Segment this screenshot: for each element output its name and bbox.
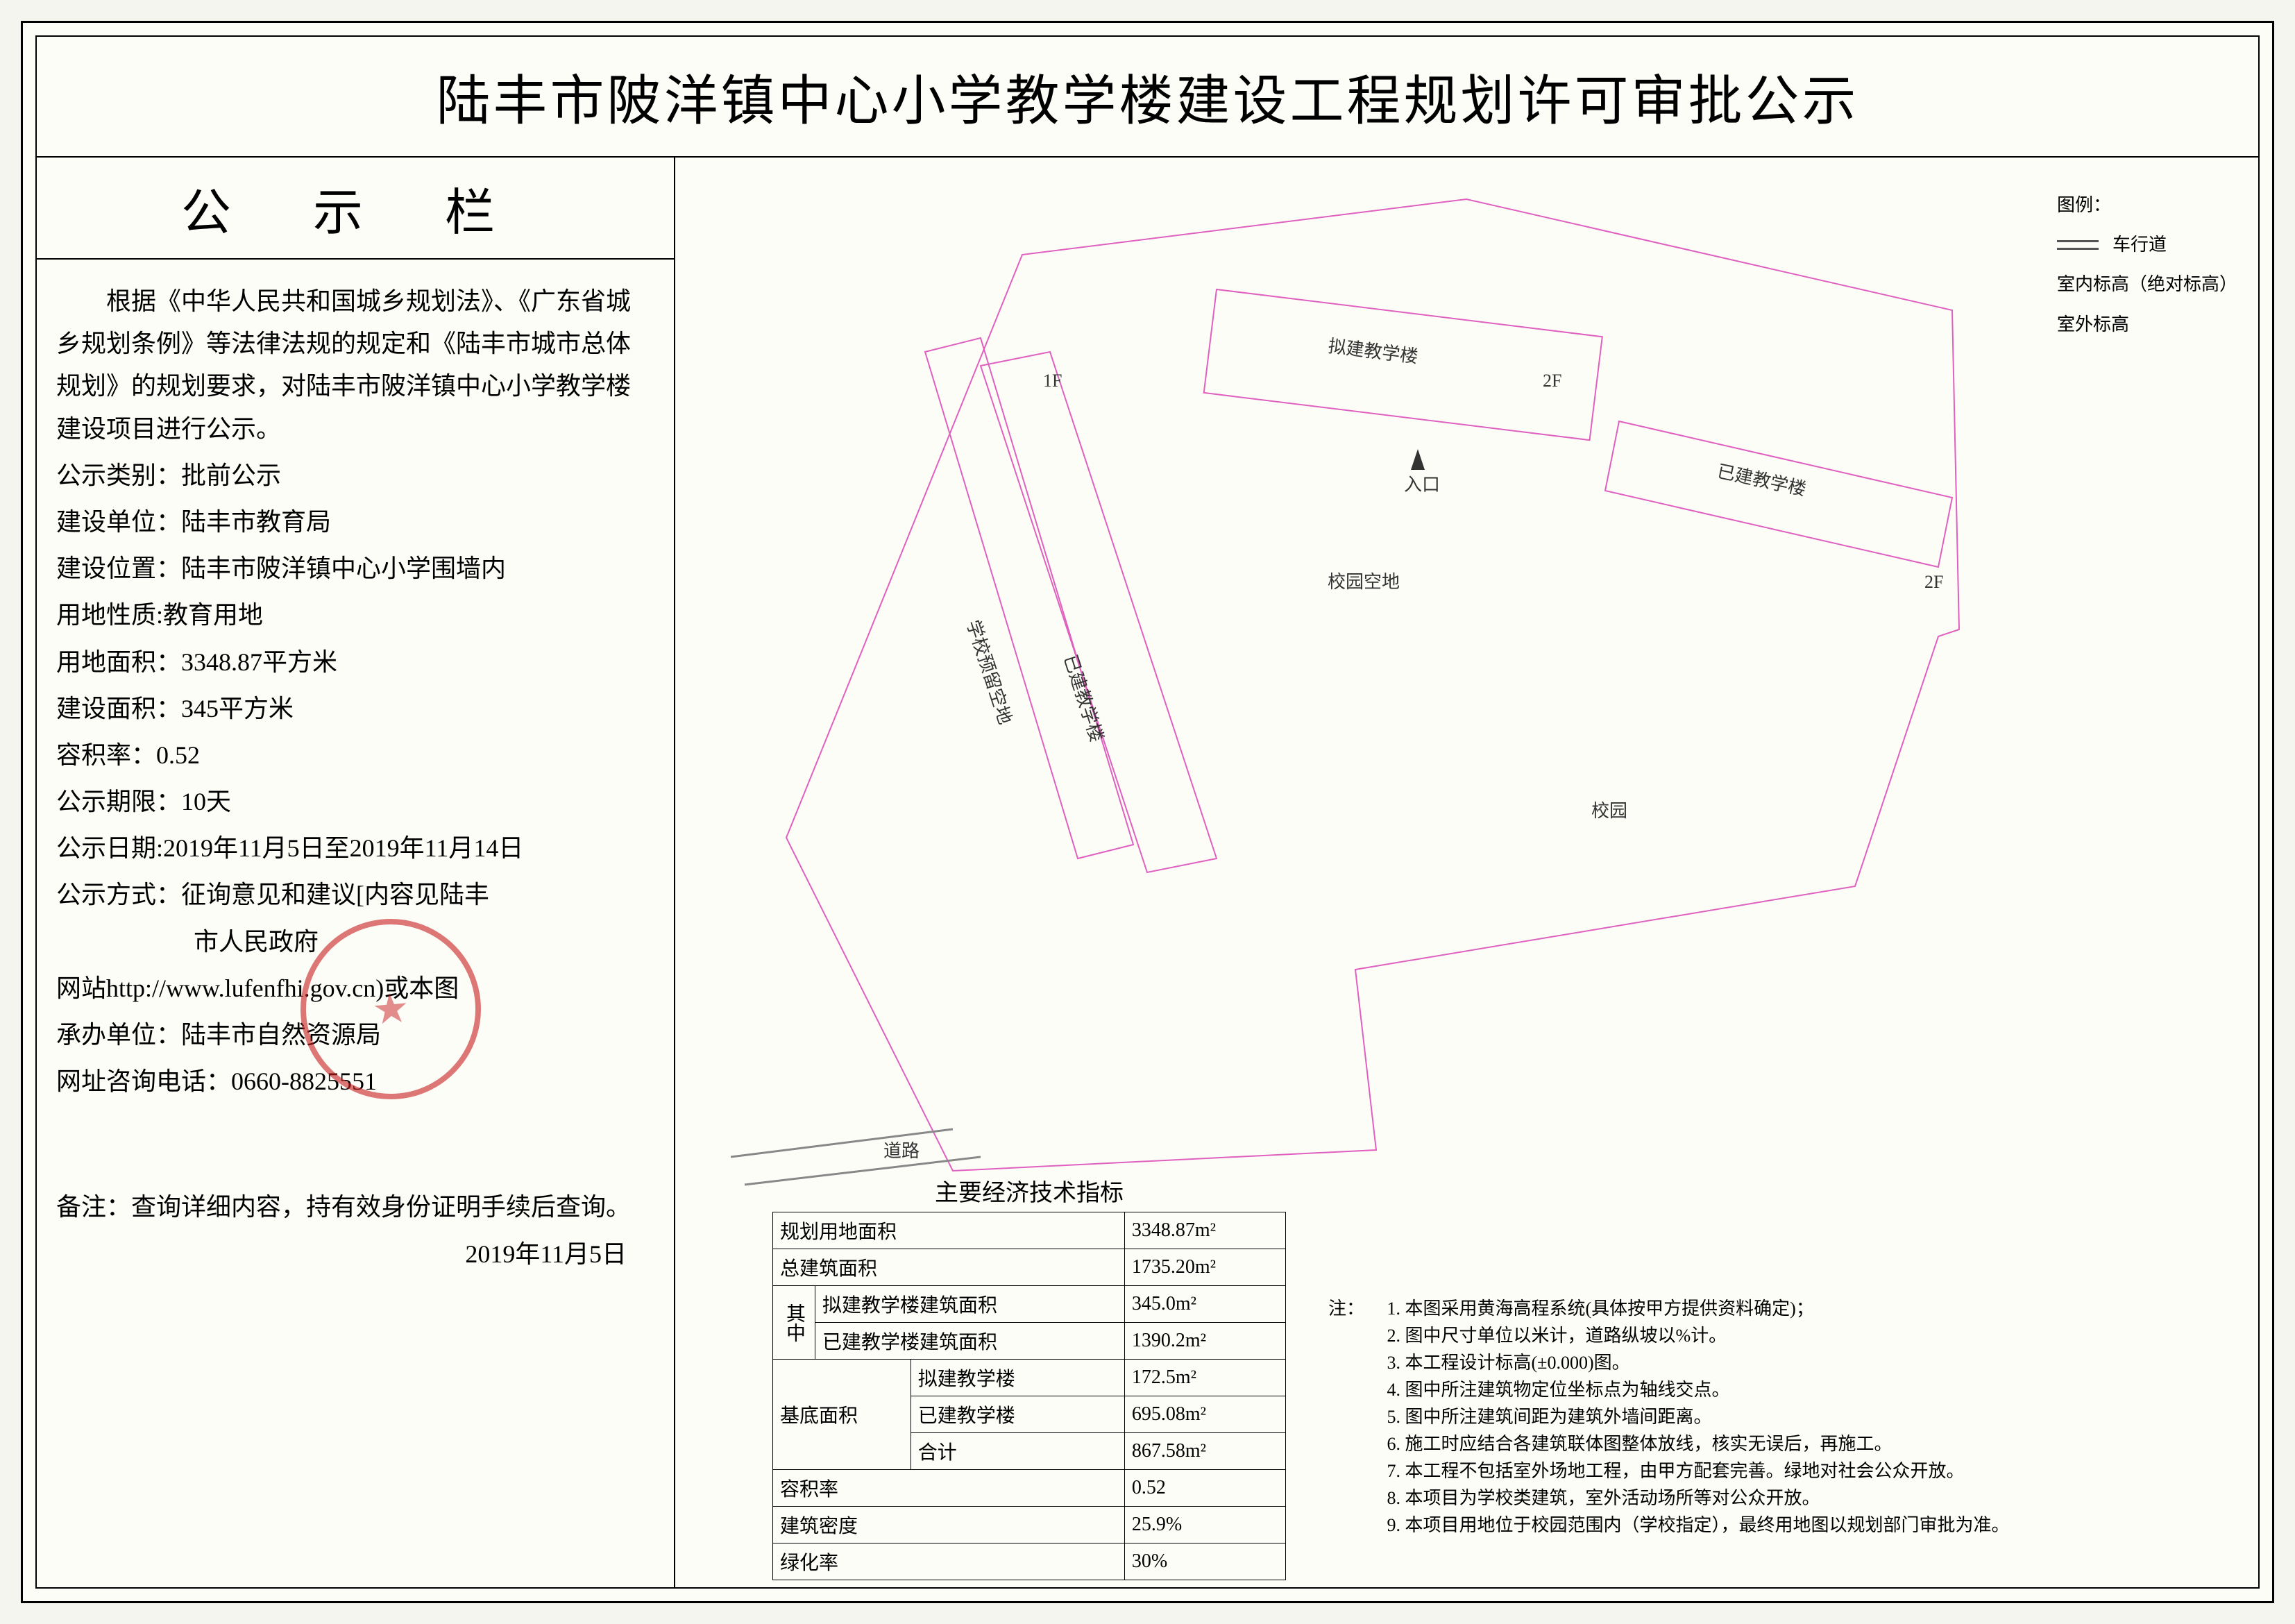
footprint-label: 基底面积 bbox=[773, 1360, 911, 1470]
list-item: 本图采用黄海高程系统(具体按甲方提供资料确定)； bbox=[1405, 1295, 2010, 1322]
proposed-build-val: 345.0m² bbox=[1124, 1286, 1285, 1323]
list-item: 本项目用地位于校园范围内（学校指定），最终用地图以规划部门审批为准。 bbox=[1405, 1512, 2010, 1539]
label-f1: 1F bbox=[1043, 371, 1062, 391]
landuse-label: 用地性质: bbox=[56, 594, 163, 636]
landarea-value: 3348.87平方米 bbox=[181, 641, 337, 684]
list-item: 图中尺寸单位以米计，道路纵坡以%计。 bbox=[1405, 1322, 2010, 1349]
method-label: 公示方式： bbox=[56, 874, 181, 916]
method-value-2: 市人民政府 bbox=[56, 921, 654, 963]
fp-existing-label: 已建教学楼 bbox=[911, 1396, 1124, 1433]
proposed-build-label: 拟建教学楼建筑面积 bbox=[815, 1286, 1125, 1323]
remark-value: 查询详细内容，持有效身份证明手续后查询。 bbox=[131, 1186, 631, 1228]
type-value: 批前公示 bbox=[181, 455, 281, 497]
unit-label: 建设单位： bbox=[56, 501, 181, 543]
loc-value: 陆丰市陂洋镇中心小学围墙内 bbox=[181, 548, 506, 590]
green-label: 绿化率 bbox=[773, 1543, 1125, 1580]
table-row: 绿化率 30% bbox=[773, 1543, 1286, 1580]
notes-block: 注： 本图采用黄海高程系统(具体按甲方提供资料确定)； 图中尺寸单位以米计，道路… bbox=[1328, 1295, 2230, 1539]
site-plan-diagram: 拟建教学楼 2F 已建教学楼 2F 入口 校园空地 校园 道路 已建教学楼 学校… bbox=[689, 171, 2251, 1199]
method-value: 征询意见和建议[内容见陆丰 bbox=[181, 874, 489, 916]
type-label: 公示类别： bbox=[56, 455, 181, 497]
tech-indicators: 主要经济技术指标 规划用地面积 3348.87m² 总建筑面积 1735.20m… bbox=[772, 1174, 1286, 1580]
total-build-label: 总建筑面积 bbox=[773, 1249, 1125, 1286]
qizhong-label: 其中 bbox=[773, 1286, 815, 1360]
density-label: 建筑密度 bbox=[773, 1507, 1125, 1543]
landarea-label: 用地面积： bbox=[56, 641, 181, 684]
fp-proposed-label: 拟建教学楼 bbox=[911, 1360, 1124, 1396]
document-page: 陆丰市陂洋镇中心小学教学楼建设工程规划许可审批公示 公 示 栏 根据《中华人民共… bbox=[21, 21, 2274, 1603]
existing-build-val: 1390.2m² bbox=[1124, 1323, 1285, 1360]
list-item: 图中所注建筑物定位坐标点为轴线交点。 bbox=[1405, 1376, 2010, 1403]
period-label: 公示期限： bbox=[56, 781, 181, 823]
table-row: 总建筑面积 1735.20m² bbox=[773, 1249, 1286, 1286]
list-item: 施工时应结合各建筑联体图整体放线，核实无误后，再施工。 bbox=[1405, 1430, 2010, 1457]
table-row: 已建教学楼建筑面积 1390.2m² bbox=[773, 1323, 1286, 1360]
plan-area-val: 3348.87m² bbox=[1124, 1212, 1285, 1249]
list-item: 本工程不包括室外场地工程，由甲方配套完善。绿地对社会公众开放。 bbox=[1405, 1457, 2010, 1485]
notes-list: 本图采用黄海高程系统(具体按甲方提供资料确定)； 图中尺寸单位以米计，道路纵坡以… bbox=[1369, 1295, 2010, 1539]
notes-prefix: 注： bbox=[1328, 1295, 1364, 1322]
total-build-val: 1735.20m² bbox=[1124, 1249, 1285, 1286]
table-row: 规划用地面积 3348.87m² bbox=[773, 1212, 1286, 1249]
website-line: 网站http://www.lufenfhi.gov.cn)或本图 bbox=[56, 967, 654, 1010]
landuse-value: 教育用地 bbox=[163, 594, 263, 636]
existing-build-label: 已建教学楼建筑面积 bbox=[815, 1323, 1125, 1360]
label-road: 道路 bbox=[883, 1141, 920, 1161]
far-label: 容积率： bbox=[56, 734, 156, 777]
table-row: 建筑密度 25.9% bbox=[773, 1507, 1286, 1543]
fp-existing-val: 695.08m² bbox=[1124, 1396, 1285, 1433]
tech-table: 规划用地面积 3348.87m² 总建筑面积 1735.20m² 其中 拟建教学… bbox=[772, 1212, 1286, 1580]
host-label: 承办单位： bbox=[56, 1014, 181, 1056]
unit-value: 陆丰市教育局 bbox=[181, 501, 331, 543]
label-entrance: 入口 bbox=[1404, 475, 1440, 495]
density-val: 25.9% bbox=[1124, 1507, 1285, 1543]
label-existing1: 已建教学楼 bbox=[1060, 652, 1107, 745]
table-row: 基底面积 拟建教学楼 172.5m² bbox=[773, 1360, 1286, 1396]
dates-label: 公示日期: bbox=[56, 827, 163, 870]
label-f2b: 2F bbox=[1924, 572, 1943, 592]
notice-body: 根据《中华人民共和国城乡规划法》、《广东省城乡规划条例》等法律法规的规定和《陆丰… bbox=[37, 260, 674, 1587]
list-item: 本项目为学校类建筑，室外活动场所等对公众开放。 bbox=[1405, 1485, 2010, 1512]
page-title: 陆丰市陂洋镇中心小学教学楼建设工程规划许可审批公示 bbox=[37, 37, 2258, 158]
label-open: 校园空地 bbox=[1328, 572, 1400, 592]
plan-area-label: 规划用地面积 bbox=[773, 1212, 1125, 1249]
issue-date: 2019年11月5日 bbox=[56, 1233, 654, 1276]
label-campus: 校园 bbox=[1591, 801, 1627, 821]
remark-label: 备注： bbox=[56, 1186, 131, 1228]
list-item: 本工程设计标高(±0.000)图。 bbox=[1405, 1349, 2010, 1376]
content-row: 公 示 栏 根据《中华人民共和国城乡规划法》、《广东省城乡规划条例》等法律法规的… bbox=[37, 158, 2258, 1587]
label-reserved: 学校预留空地 bbox=[963, 618, 1015, 727]
fp-proposed-val: 172.5m² bbox=[1124, 1360, 1285, 1396]
tel-value: 0660-8825551 bbox=[231, 1060, 377, 1103]
t-far-label: 容积率 bbox=[773, 1470, 1125, 1507]
label-existing2: 已建教学楼 bbox=[1716, 462, 1808, 500]
t-far-val: 0.52 bbox=[1124, 1470, 1285, 1507]
inner-frame: 陆丰市陂洋镇中心小学教学楼建设工程规划许可审批公示 公 示 栏 根据《中华人民共… bbox=[35, 35, 2260, 1589]
green-val: 30% bbox=[1124, 1543, 1285, 1580]
fp-total-label: 合计 bbox=[911, 1433, 1124, 1470]
plan-column: 图例： 车行道 室内标高（绝对标高） 室外标高 bbox=[675, 158, 2258, 1587]
notice-column: 公 示 栏 根据《中华人民共和国城乡规划法》、《广东省城乡规划条例》等法律法规的… bbox=[37, 158, 675, 1587]
dates-value: 2019年11月5日至2019年11月14日 bbox=[163, 827, 523, 870]
tech-title: 主要经济技术指标 bbox=[772, 1174, 1286, 1208]
buildarea-value: 345平方米 bbox=[181, 688, 294, 730]
tel-label: 网址咨询电话： bbox=[56, 1060, 231, 1103]
label-f2a: 2F bbox=[1543, 371, 1561, 391]
notice-intro: 根据《中华人民共和国城乡规划法》、《广东省城乡规划条例》等法律法规的规定和《陆丰… bbox=[56, 280, 654, 450]
notice-header: 公 示 栏 bbox=[37, 158, 674, 260]
period-value: 10天 bbox=[181, 781, 231, 823]
list-item: 图中所注建筑间距为建筑外墙间距离。 bbox=[1405, 1403, 2010, 1430]
loc-label: 建设位置： bbox=[56, 548, 181, 590]
fp-total-val: 867.58m² bbox=[1124, 1433, 1285, 1470]
table-row: 其中 拟建教学楼建筑面积 345.0m² bbox=[773, 1286, 1286, 1323]
buildarea-label: 建设面积： bbox=[56, 688, 181, 730]
label-proposed: 拟建教学楼 bbox=[1327, 336, 1419, 367]
table-row: 容积率 0.52 bbox=[773, 1470, 1286, 1507]
far-value: 0.52 bbox=[156, 734, 200, 777]
host-value: 陆丰市自然资源局 bbox=[181, 1014, 381, 1056]
